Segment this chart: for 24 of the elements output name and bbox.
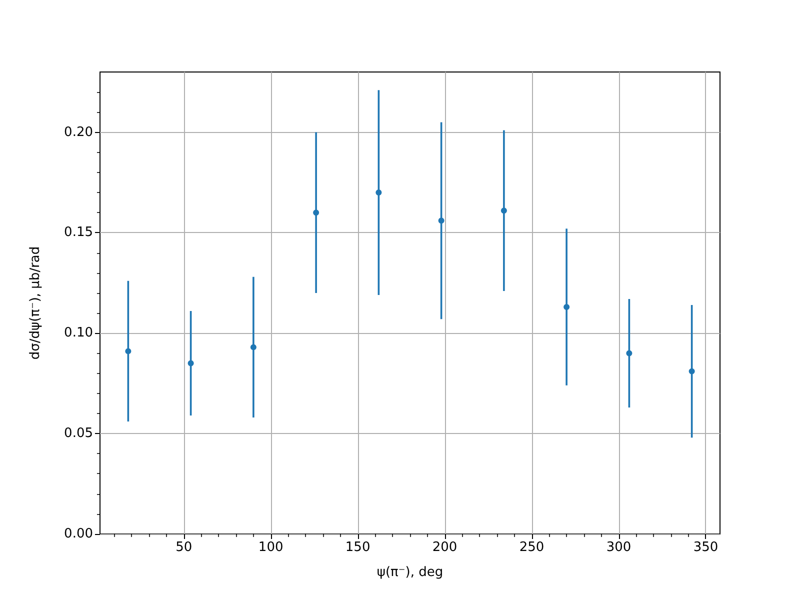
x-tick-label: 250 <box>519 540 544 555</box>
point <box>125 348 132 354</box>
y-tick-label: 0.00 <box>64 526 93 542</box>
y-tick-label: 0.20 <box>64 124 93 140</box>
point <box>376 190 382 196</box>
point <box>188 360 194 366</box>
point <box>500 208 507 214</box>
y-tick-label: 0.10 <box>64 326 93 341</box>
x-tick-label: 100 <box>258 540 284 555</box>
point <box>313 210 320 216</box>
point <box>250 344 256 350</box>
x-tick-label: 350 <box>693 540 718 555</box>
y-axis-title: dσ/dψ(π⁻), µb/rad <box>28 246 43 360</box>
point <box>688 368 695 374</box>
x-tick-label: 200 <box>432 540 458 555</box>
point <box>564 304 570 310</box>
y-tick-label: 0.05 <box>64 426 93 442</box>
x-tick-label: 300 <box>606 540 632 555</box>
y-tick-label: 0.15 <box>64 225 93 240</box>
point <box>438 218 444 224</box>
x-tick-label: 50 <box>176 540 192 555</box>
point <box>626 350 632 356</box>
x-tick-label: 150 <box>345 540 370 555</box>
x-axis-title: ψ(π⁻), deg <box>376 565 444 580</box>
